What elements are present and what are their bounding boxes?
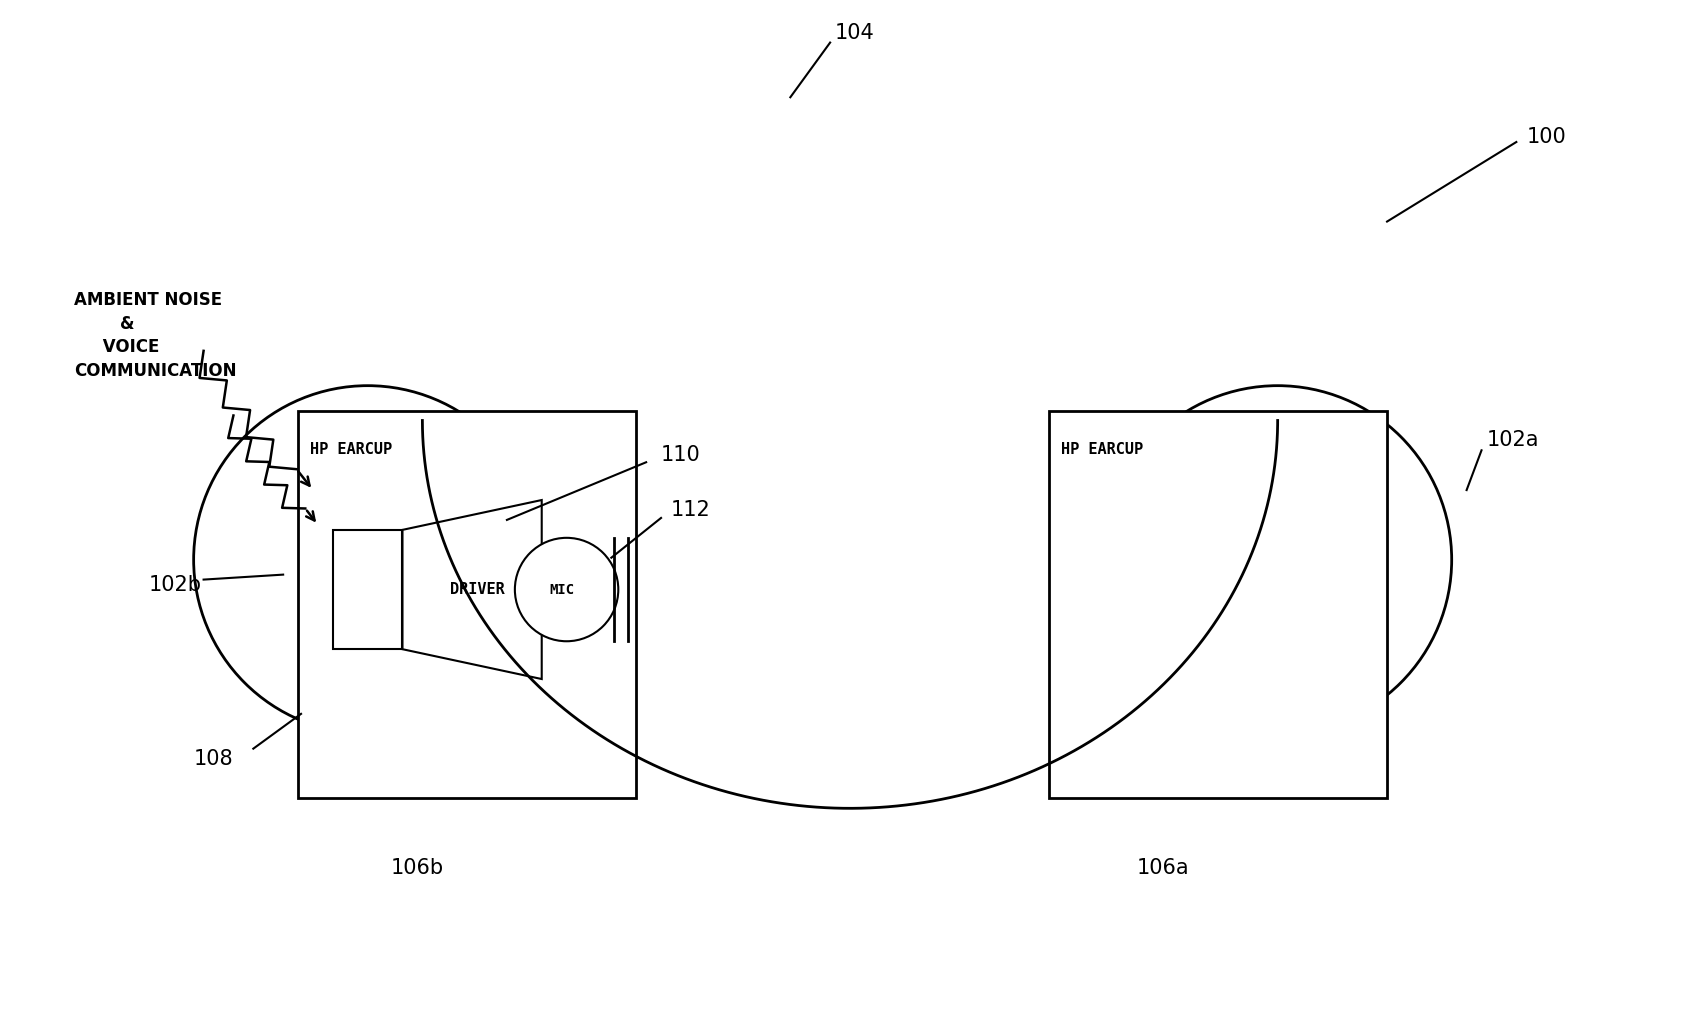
Text: MIC: MIC	[549, 582, 575, 596]
Polygon shape	[402, 500, 542, 679]
Text: 102b: 102b	[148, 574, 201, 594]
Text: 100: 100	[1526, 127, 1565, 147]
Text: 102a: 102a	[1485, 431, 1538, 450]
Text: DRIVER: DRIVER	[450, 582, 505, 598]
Text: 112: 112	[670, 500, 711, 520]
Text: AMBIENT NOISE
        &
     VOICE
COMMUNICATION: AMBIENT NOISE & VOICE COMMUNICATION	[75, 291, 237, 380]
Bar	[332, 530, 402, 649]
Circle shape	[515, 538, 617, 641]
Text: 108: 108	[194, 748, 234, 768]
Text: HP EARCUP: HP EARCUP	[1061, 443, 1142, 457]
Text: HP EARCUP: HP EARCUP	[310, 443, 392, 457]
Text: 106a: 106a	[1136, 858, 1188, 878]
Bar	[1049, 410, 1386, 799]
Text: 104: 104	[835, 22, 875, 42]
Circle shape	[1103, 385, 1451, 734]
Text: 106b: 106b	[390, 858, 443, 878]
Text: 110: 110	[660, 445, 701, 465]
Circle shape	[194, 385, 542, 734]
Bar	[298, 410, 636, 799]
